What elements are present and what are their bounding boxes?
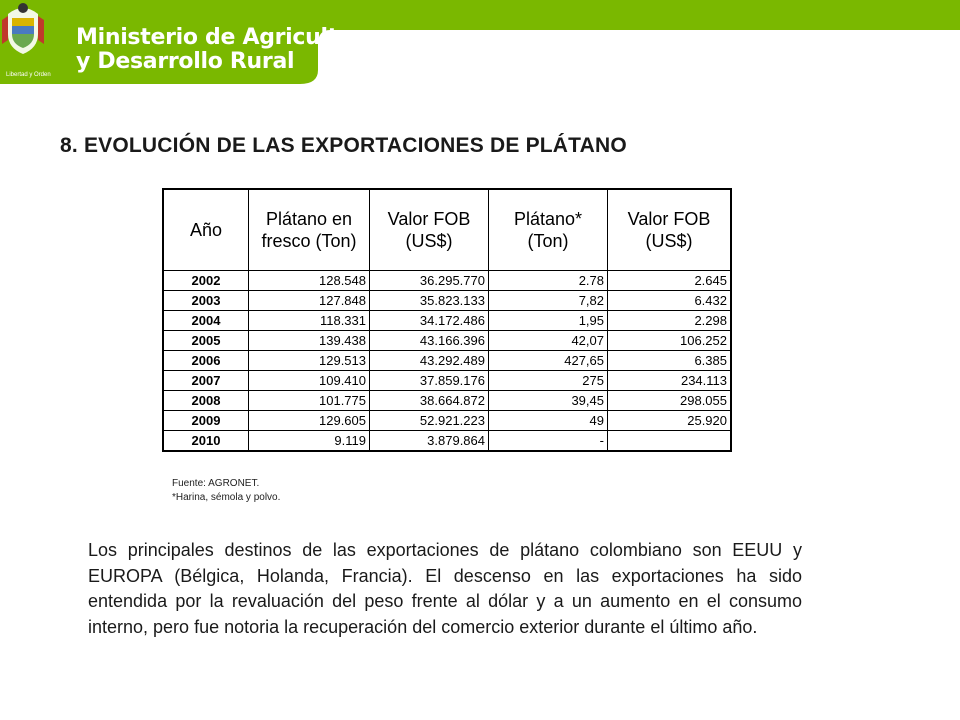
table-cell: 2.645	[607, 270, 732, 291]
table-row: 2003 127.848 35.823.133 7,82 6.432	[162, 290, 732, 311]
table-cell: -	[488, 430, 608, 452]
table-cell: 39,45	[488, 390, 608, 411]
table-cell: 275	[488, 370, 608, 391]
table-cell: 43.292.489	[369, 350, 489, 371]
table-cell: 6.432	[607, 290, 732, 311]
table-cell: 2.298	[607, 310, 732, 331]
table-cell: 2.78	[488, 270, 608, 291]
table-cell: 109.410	[248, 370, 370, 391]
table-cell: 118.331	[248, 310, 370, 331]
column-header-fob-fresh: Valor FOB (US$)	[369, 188, 489, 271]
table-cell: 3.879.864	[369, 430, 489, 452]
table-cell: 106.252	[607, 330, 732, 351]
footnote-line: *Harina, sémola y polvo.	[172, 492, 281, 503]
column-header-fresh-ton: Plátano en fresco (Ton)	[248, 188, 370, 271]
table-cell: 43.166.396	[369, 330, 489, 351]
table-row: 2008 101.775 38.664.872 39,45 298.055	[162, 390, 732, 411]
table-cell: 52.921.223	[369, 410, 489, 431]
table-cell: 127.848	[248, 290, 370, 311]
table-cell: 6.385	[607, 350, 732, 371]
table-cell-year: 2003	[162, 290, 249, 311]
description-paragraph: Los principales destinos de las exportac…	[88, 540, 802, 637]
table-row: 2005 139.438 43.166.396 42,07 106.252	[162, 330, 732, 351]
table-cell: 129.605	[248, 410, 370, 431]
table-row: 2010 9.119 3.879.864-	[162, 430, 732, 452]
table-cell-year: 2005	[162, 330, 249, 351]
table-cell: 1,95	[488, 310, 608, 331]
page-title: 8. EVOLUCIÓN DE LAS EXPORTACIONES DE PLÁ…	[60, 134, 627, 157]
column-header-processed-ton: Plátano* (Ton)	[488, 188, 608, 271]
ministry-name-line1: Ministerio de Agricultura	[76, 25, 379, 50]
table-cell	[607, 430, 732, 452]
table-cell: 129.513	[248, 350, 370, 371]
header-bar: Libertad y Orden Ministerio de Agricultu…	[0, 0, 960, 84]
table-cell: 9.119	[248, 430, 370, 452]
table-cell: 101.775	[248, 390, 370, 411]
ministry-name-line2: y Desarrollo Rural	[76, 49, 295, 74]
table-cell-year: 2004	[162, 310, 249, 331]
header-banner-shape	[0, 0, 960, 84]
table-cell: 298.055	[607, 390, 732, 411]
table-cell: 234.113	[607, 370, 732, 391]
source-note: Fuente: AGRONET. *Harina, sémola y polvo…	[172, 477, 280, 505]
table-row: 2006 129.513 43.292.489 427,65 6.385	[162, 350, 732, 371]
ministry-name: Ministerio de Agricultura y Desarrollo R…	[76, 25, 379, 74]
table-cell: 42,07	[488, 330, 608, 351]
exports-table: Año Plátano en fresco (Ton) Valor FOB (U…	[162, 188, 732, 452]
table-cell: 128.548	[248, 270, 370, 291]
table-cell-year: 2010	[162, 430, 249, 452]
table-header-row: Año Plátano en fresco (Ton) Valor FOB (U…	[162, 188, 732, 271]
table-cell: 139.438	[248, 330, 370, 351]
table-cell-year: 2009	[162, 410, 249, 431]
table-cell: 427,65	[488, 350, 608, 371]
table-cell: 37.859.176	[369, 370, 489, 391]
table-cell: 34.172.486	[369, 310, 489, 331]
table-cell: 35.823.133	[369, 290, 489, 311]
table-cell: 36.295.770	[369, 270, 489, 291]
source-line: Fuente: AGRONET.	[172, 478, 260, 489]
table-cell: 25.920	[607, 410, 732, 431]
table-cell-year: 2002	[162, 270, 249, 291]
table-row: 2007 109.410 37.859.176 275 234.113	[162, 370, 732, 391]
column-header-fob-processed: Valor FOB (US$)	[607, 188, 732, 271]
table-cell: 7,82	[488, 290, 608, 311]
crest-caption: Libertad y Orden	[6, 72, 51, 78]
table-cell: 49	[488, 410, 608, 431]
column-header-year: Año	[162, 188, 249, 271]
coat-of-arms-icon	[2, 3, 44, 54]
table-cell: 38.664.872	[369, 390, 489, 411]
table-cell-year: 2007	[162, 370, 249, 391]
table-cell-year: 2008	[162, 390, 249, 411]
table-cell-year: 2006	[162, 350, 249, 371]
table-row: 2009 129.605 52.921.223 49 25.920	[162, 410, 732, 431]
table-row: 2002 128.548 36.295.770 2.78 2.645	[162, 270, 732, 291]
table-row: 2004 118.331 34.172.486 1,95 2.298	[162, 310, 732, 331]
